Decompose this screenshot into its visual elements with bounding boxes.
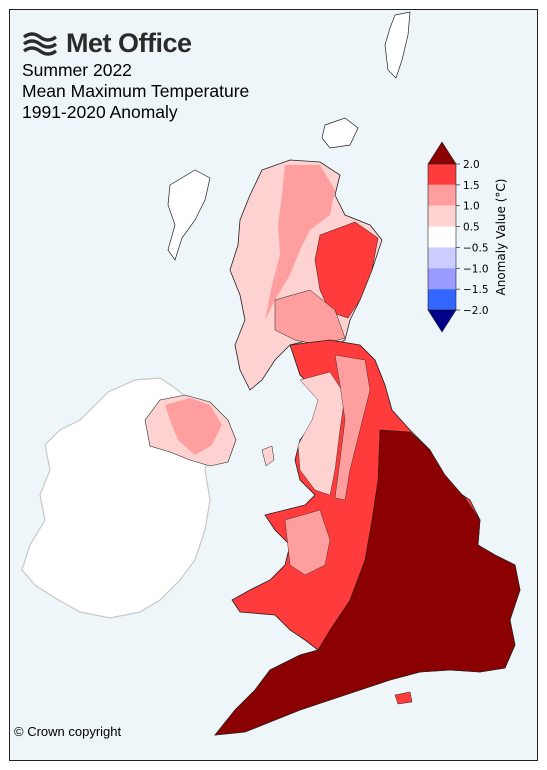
colorbar-segment bbox=[428, 289, 456, 310]
colorbar-segment bbox=[428, 247, 456, 269]
colorbar-segment bbox=[428, 184, 456, 206]
colorbar-tick-label: 0.5 bbox=[463, 222, 480, 234]
copyright-notice: © Crown copyright bbox=[14, 724, 122, 739]
scotland-warm bbox=[265, 165, 335, 320]
colorbar-tick-label: 2.0 bbox=[463, 159, 480, 171]
title-baseline: 1991-2020 Anomaly bbox=[22, 102, 178, 122]
colorbar-tick-label: −0.5 bbox=[463, 242, 489, 254]
colorbar-label: Anomaly Value (°C) bbox=[494, 179, 508, 296]
colorbar-segment bbox=[428, 226, 456, 248]
colorbar-min-arrow bbox=[427, 309, 457, 333]
orkney-islands bbox=[321, 117, 359, 149]
isle-of-wight bbox=[394, 691, 413, 705]
shetland-islands bbox=[384, 11, 411, 79]
logo-text: Met Office bbox=[66, 28, 192, 58]
colorbar-tick-label: −2.0 bbox=[463, 305, 489, 317]
map-titles: Summer 2022 Mean Maximum Temperature 199… bbox=[22, 60, 249, 123]
isle-of-man bbox=[261, 445, 275, 467]
title-season: Summer 2022 bbox=[22, 60, 132, 80]
colorbar-max-arrow bbox=[427, 141, 457, 165]
scotland-east-hot bbox=[314, 221, 379, 319]
met-office-logo: Met Office bbox=[22, 28, 192, 59]
colorbar-tick-label: −1.0 bbox=[463, 263, 489, 275]
colorbar-tick-label: −1.5 bbox=[463, 284, 489, 296]
colorbar-tick-label: 1.5 bbox=[463, 180, 480, 192]
colorbar-segment bbox=[428, 164, 456, 185]
wales-warm bbox=[284, 509, 331, 576]
western-isles bbox=[167, 169, 211, 261]
title-variable: Mean Maximum Temperature bbox=[22, 81, 250, 101]
colorbar-tick-label: 1.0 bbox=[463, 201, 480, 213]
england-east-south-extreme bbox=[214, 429, 521, 736]
colorbar-segment bbox=[428, 268, 456, 290]
met-office-wave-icon bbox=[22, 31, 58, 56]
northern-ireland-warm bbox=[165, 398, 222, 455]
yorkshire-warm bbox=[334, 354, 371, 501]
colorbar-segment bbox=[428, 205, 456, 227]
